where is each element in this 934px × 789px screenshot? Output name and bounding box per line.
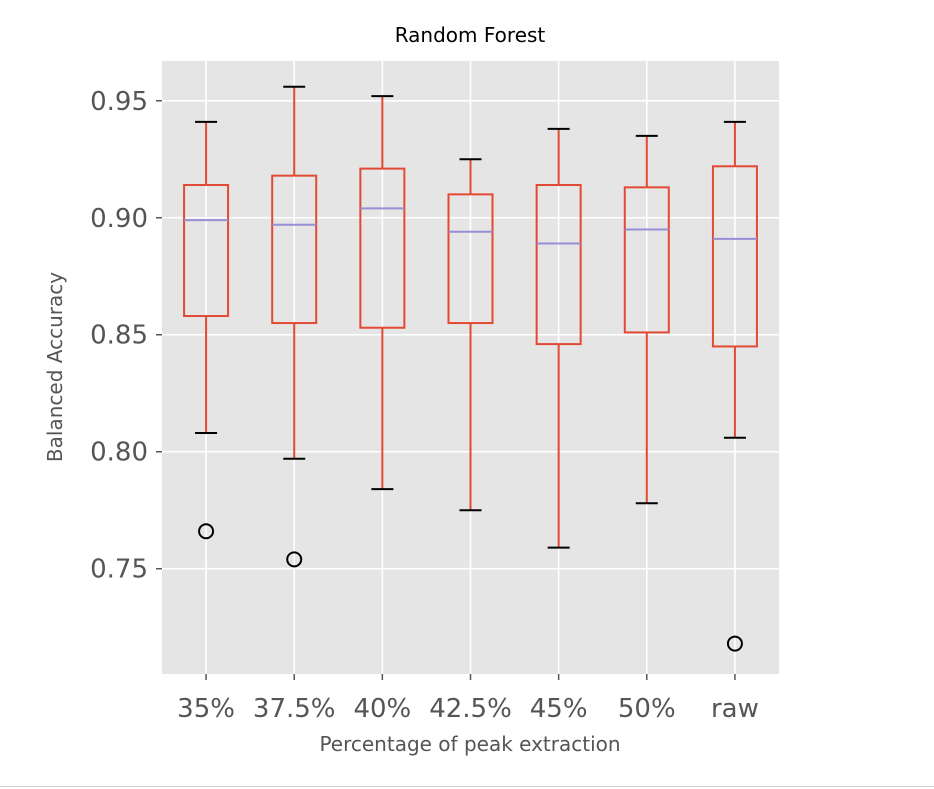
box-iqr: [711, 165, 758, 348]
x-tick-label: 42.5%: [429, 694, 512, 724]
y-axis-label: Balanced Accuracy: [43, 272, 67, 462]
outlier-point: [198, 523, 215, 540]
box-iqr: [447, 193, 494, 325]
x-tick-label: 35%: [177, 694, 235, 724]
outlier-point: [286, 551, 303, 568]
box-iqr: [623, 186, 670, 334]
x-tick-label: raw: [711, 694, 759, 724]
box-group: [183, 120, 230, 540]
chart-title: Random Forest: [395, 23, 546, 47]
box-group: [447, 158, 494, 512]
box-iqr: [359, 167, 406, 329]
y-tick-label: 0.95: [90, 87, 148, 117]
box-iqr: [183, 184, 230, 318]
x-tick-label: 40%: [353, 694, 411, 724]
box-group: [359, 95, 406, 491]
box-iqr: [535, 184, 582, 346]
x-axis-label: Percentage of peak extraction: [319, 732, 620, 756]
box-group: [711, 120, 758, 652]
y-tick-label: 0.90: [90, 204, 148, 234]
y-tick-label: 0.75: [90, 555, 148, 585]
box-group: [535, 127, 582, 549]
axis-ticks: 0.75 0.80 0.85 0.90 0.95 35% 37.5% 40% 42.5% 45% 5…: [90, 87, 759, 724]
box-iqr: [271, 174, 318, 325]
box-group: [271, 85, 318, 568]
box-group: [623, 134, 670, 505]
y-tick-label: 0.85: [90, 321, 148, 351]
bottom-rule: [0, 786, 934, 787]
x-tick-label: 45%: [530, 694, 588, 724]
y-tick-label: 0.80: [90, 438, 148, 468]
box-series: [183, 85, 758, 652]
x-tick-label: 50%: [618, 694, 676, 724]
x-tick-label: 37.5%: [253, 694, 336, 724]
outlier-point: [726, 635, 743, 652]
